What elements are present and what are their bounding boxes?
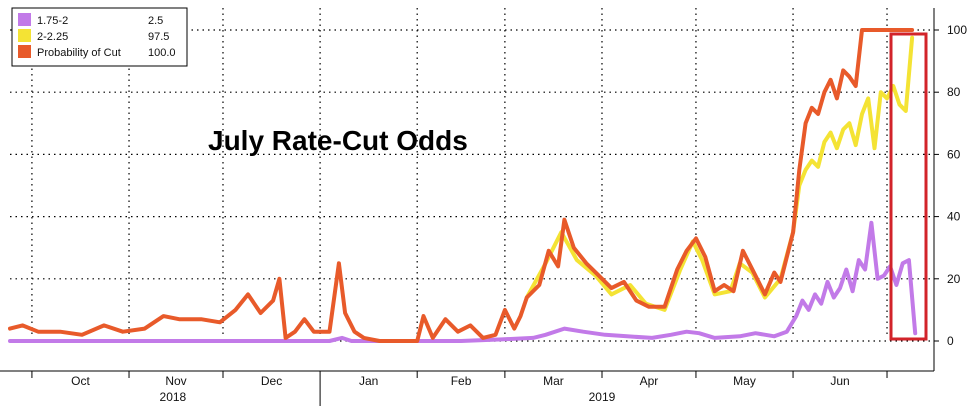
y-tick-label: 60 xyxy=(947,147,961,161)
y-tick-label: 0 xyxy=(947,334,954,348)
legend-label: 1.75-2 xyxy=(37,15,68,27)
legend-swatch xyxy=(18,29,31,42)
x-tick-label: Nov xyxy=(165,374,186,388)
series-line-1-75-2 xyxy=(8,220,918,343)
x-axis: Oct Nov Dec Jan Feb Mar Apr May Jun 2018 2019 xyxy=(0,370,934,406)
y-tick-label: 80 xyxy=(947,85,961,99)
x-tick-label: Feb xyxy=(451,374,472,388)
x-year-label: 2019 xyxy=(589,390,616,404)
y-tick-label: 40 xyxy=(947,210,961,224)
x-tick-label: Jan xyxy=(359,374,378,388)
chart-title: July Rate-Cut Odds xyxy=(208,125,468,156)
y-axis: 0 20 40 60 80 100 xyxy=(933,8,967,371)
legend: 1.75-2 2.5 2-2.25 97.5 Probability of Cut 100… xyxy=(11,7,188,67)
x-tick-label: Mar xyxy=(543,374,564,388)
legend-swatch xyxy=(18,45,31,58)
x-tick-label: Dec xyxy=(261,374,282,388)
legend-label: 2-2.25 xyxy=(37,31,68,43)
x-year-label: 2018 xyxy=(160,390,187,404)
x-tick-label: May xyxy=(733,374,756,388)
legend-label: Probability of Cut xyxy=(37,47,121,59)
x-tick-label: Apr xyxy=(640,374,659,388)
y-tick-label: 100 xyxy=(947,23,967,37)
series-line-probability-of-cut xyxy=(8,28,915,343)
legend-value: 100.0 xyxy=(148,47,176,59)
legend-swatch xyxy=(18,13,31,26)
x-tick-label: Jun xyxy=(830,374,849,388)
legend-value: 97.5 xyxy=(148,31,169,43)
highlight-box xyxy=(889,32,928,341)
x-tick-label: Oct xyxy=(71,374,90,388)
legend-value: 2.5 xyxy=(148,15,163,27)
series-line-2-2-25 xyxy=(524,35,915,312)
legend-box xyxy=(11,7,188,67)
y-tick-label: 20 xyxy=(947,272,961,286)
series-layer xyxy=(8,28,918,343)
